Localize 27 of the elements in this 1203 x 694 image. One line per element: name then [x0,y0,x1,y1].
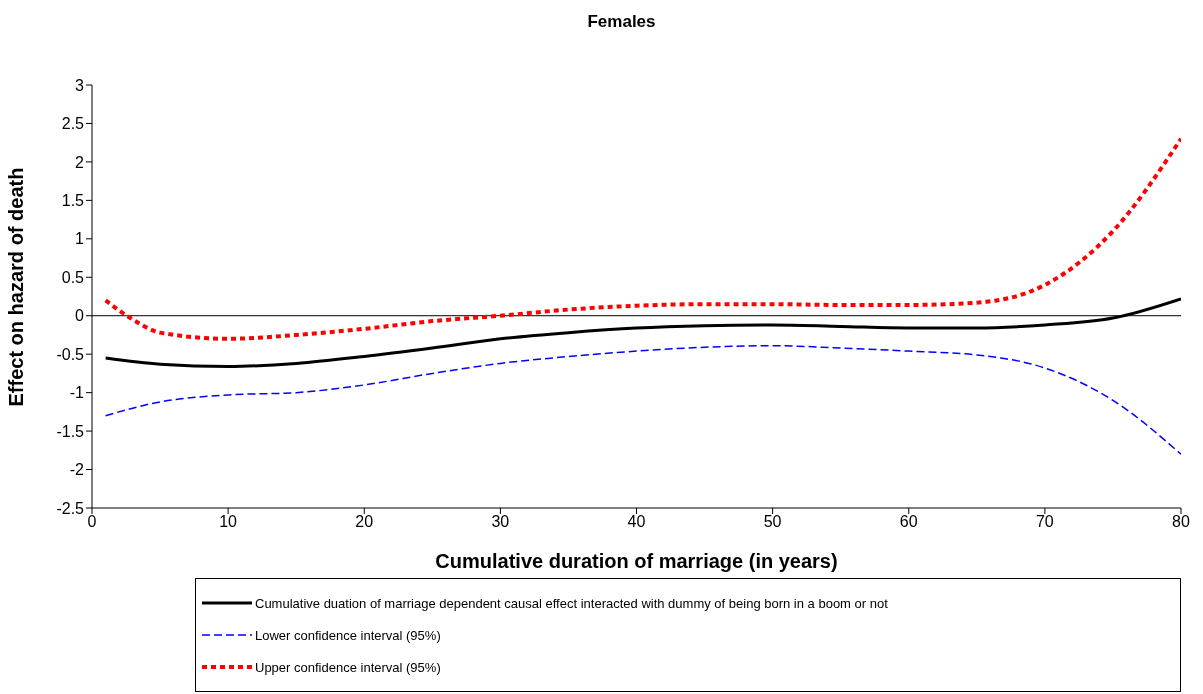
x-tick-label: 30 [491,513,510,531]
legend-label: Lower confidence interval (95%) [255,627,441,643]
y-tick-label: -0.5 [56,345,85,363]
y-tick-label: 1 [75,230,85,248]
y-tick-label: 3 [75,76,85,94]
chart-title: Females [586,11,657,33]
x-axis-title: Cumulative duration of marriage (in years) [435,550,838,572]
y-tick-label: -1.5 [56,422,85,440]
y-tick-label: 2.5 [61,115,85,133]
y-tick-label: -1 [69,384,85,402]
y-tick-label: 0.5 [61,268,85,286]
x-tick-label: 80 [1172,513,1190,531]
x-tick-label: 0 [87,513,97,531]
x-tick-label: 70 [1035,513,1054,531]
y-tick-label: 0 [75,307,85,325]
x-tick-label: 20 [355,513,374,531]
x-tick-label: 60 [899,513,918,531]
y-tick-label: 1.5 [61,192,85,210]
y-tick-label: -2 [69,461,85,479]
y-tick-label: -2.5 [56,499,85,517]
x-tick-label: 10 [219,513,238,531]
y-axis-title: Effect on hazard of death [5,167,28,407]
y-tick-label: 2 [75,153,85,171]
legend-label: Upper confidence interval (95%) [255,659,441,675]
legend-label: Cumulative duation of marriage dependent causal effect interacted with dummy of being born in a boom or not [255,595,888,611]
x-tick-label: 40 [627,513,646,531]
x-tick-label: 50 [763,513,782,531]
